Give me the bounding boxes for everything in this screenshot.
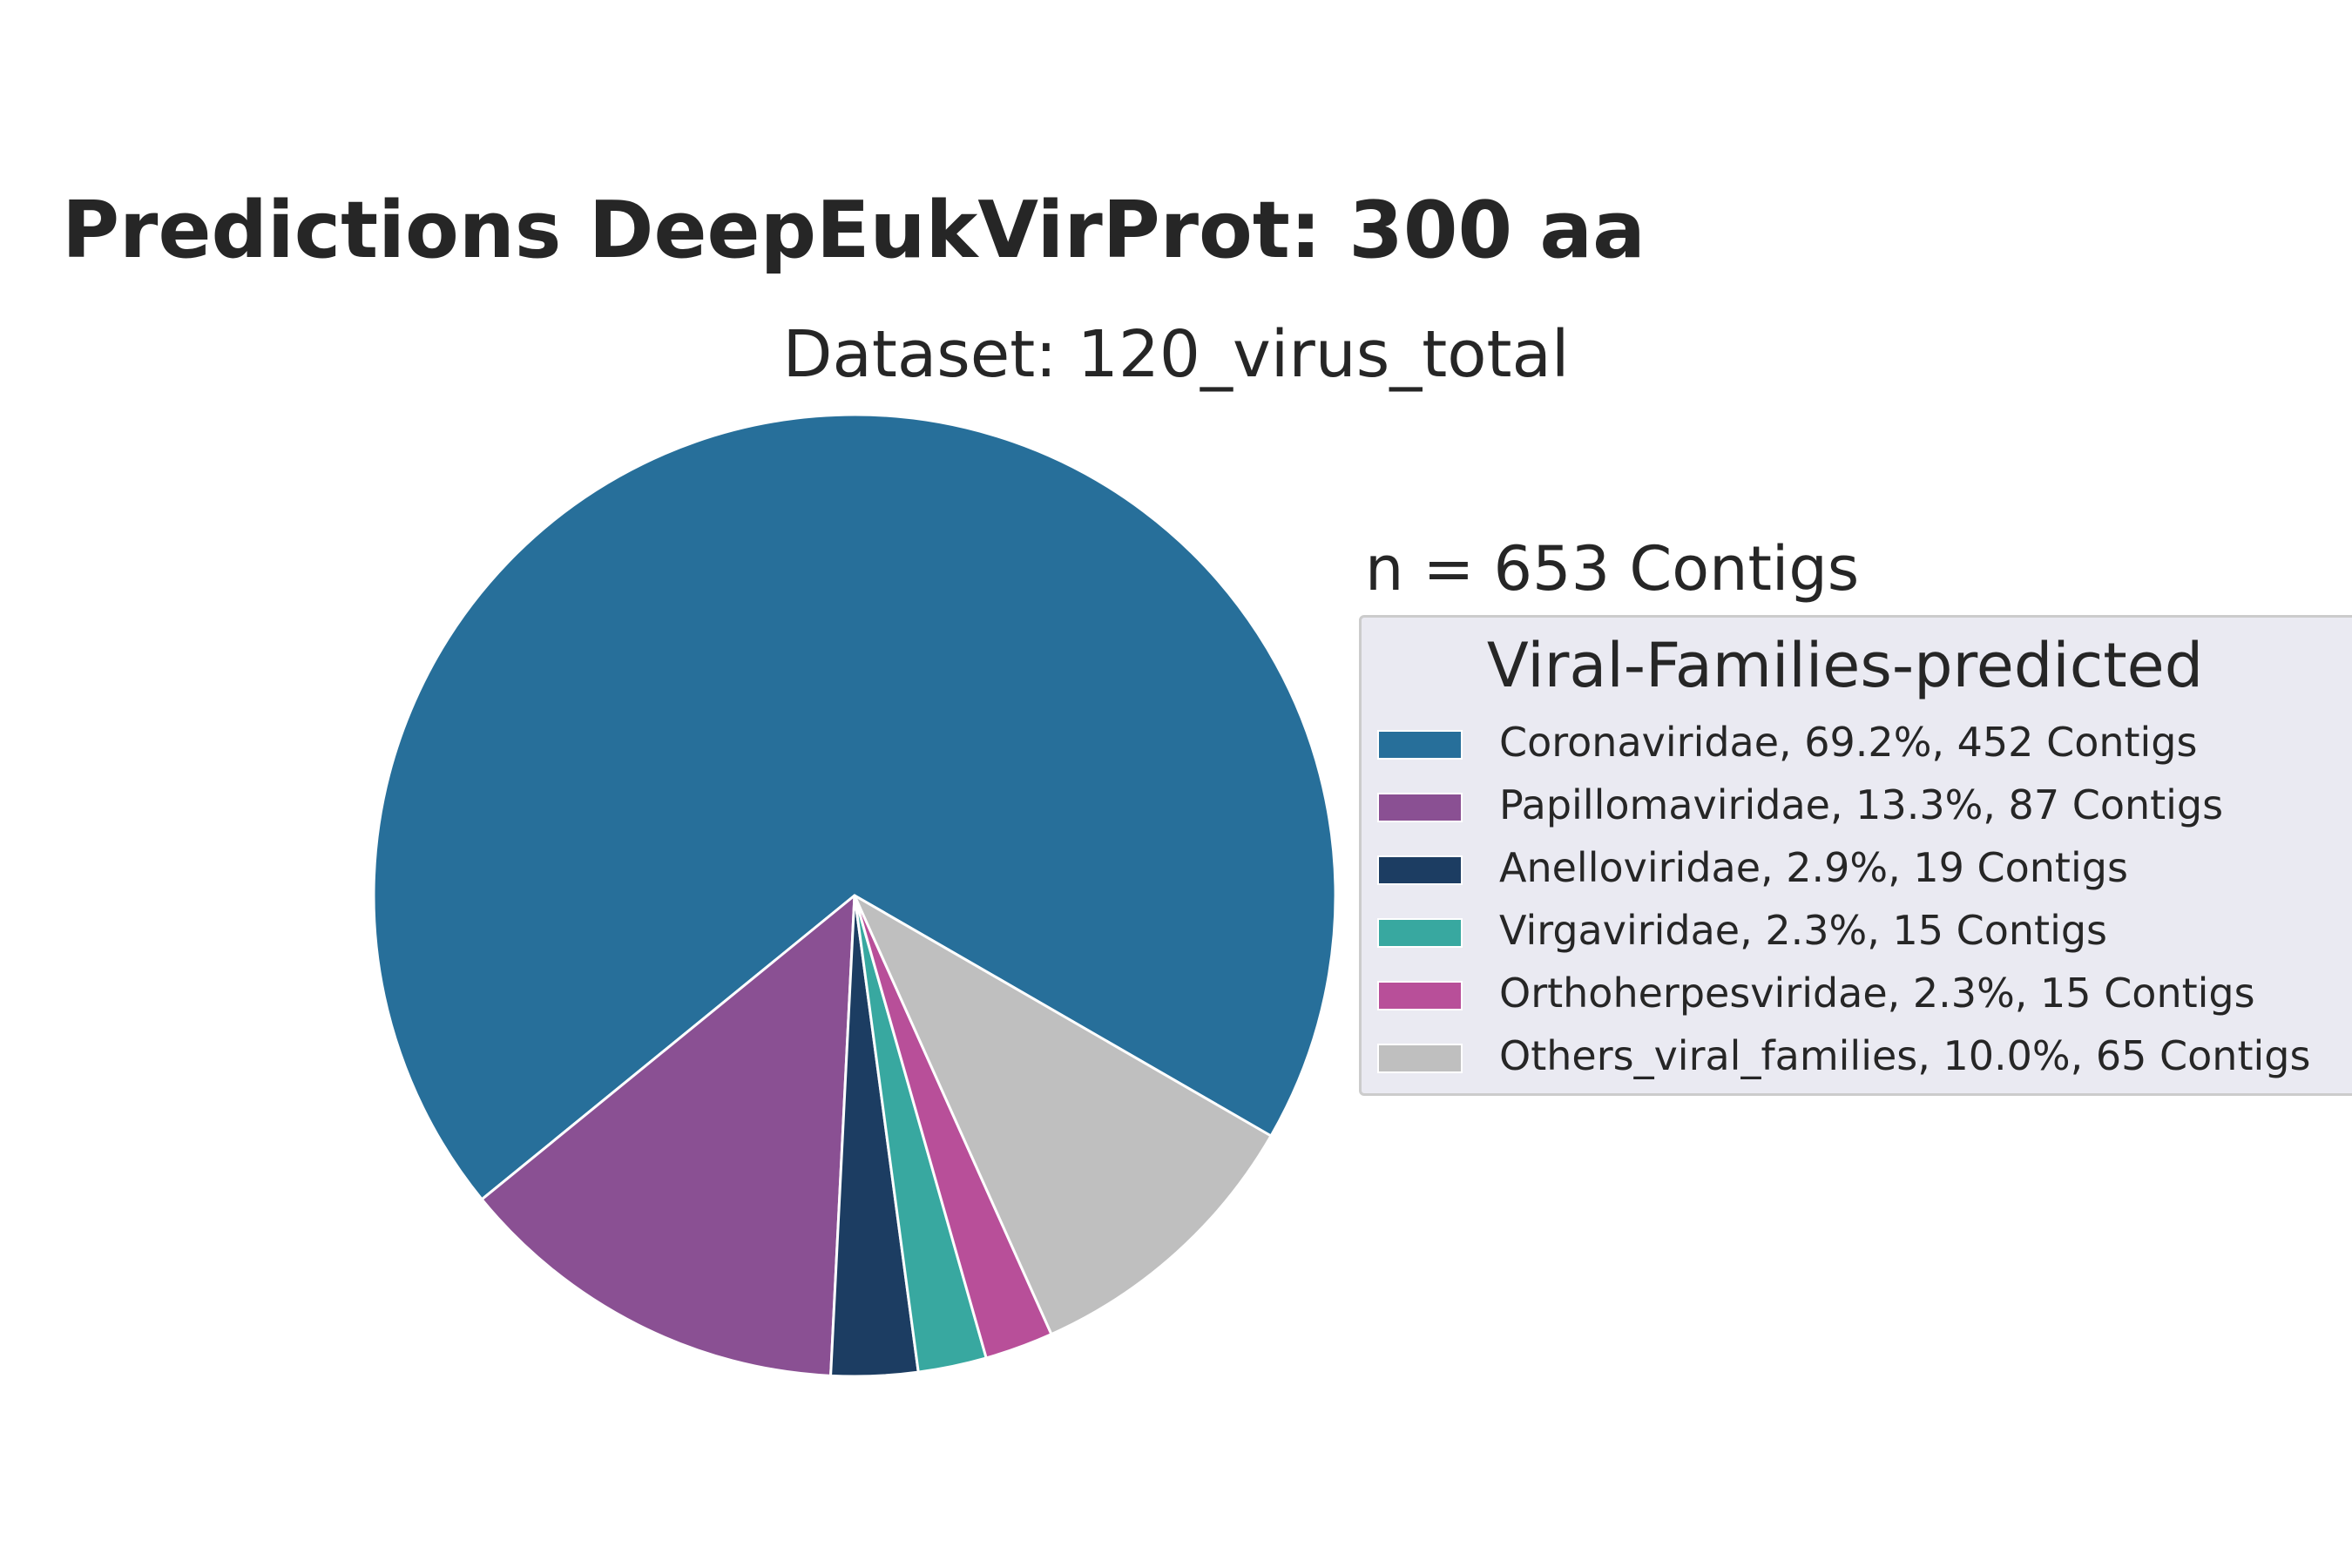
total-count-label: n = 653 Contigs: [1365, 533, 1860, 605]
pie-slice-others-viral-families: [853, 894, 1273, 1336]
legend-swatch: [1377, 855, 1463, 885]
legend-label: Virgaviridae, 2.3%, 15 Contigs: [1499, 907, 2108, 954]
pie-slice-papillomaviridae: [480, 894, 856, 1377]
legend-swatch: [1377, 793, 1463, 822]
legend-swatch: [1377, 730, 1463, 760]
legend-label: Anelloviridae, 2.9%, 19 Contigs: [1499, 844, 2128, 891]
legend-title: Viral-Families-predicted: [1486, 630, 2204, 701]
pie-slice-coronaviridae: [372, 413, 1337, 1201]
chart-title: Predictions DeepEukVirProt: 300 aa: [62, 185, 1646, 276]
legend-swatch: [1377, 981, 1463, 1010]
legend-swatch: [1377, 918, 1463, 948]
legend-label: Coronaviridae, 69.2%, 452 Contigs: [1499, 719, 2198, 766]
chart-subtitle: Dataset: 120_virus_total: [782, 317, 1570, 392]
legend-label: Others_viral_families, 10.0%, 65 Contigs: [1499, 1032, 2311, 1079]
legend-label: Papillomaviridae, 13.3%, 87 Contigs: [1499, 781, 2224, 828]
legend-swatch: [1377, 1044, 1463, 1073]
legend: Viral-Families-predicted Coronaviridae, …: [1359, 615, 2352, 1096]
legend-label: Orthoherpesviridae, 2.3%, 15 Contigs: [1499, 970, 2255, 1017]
